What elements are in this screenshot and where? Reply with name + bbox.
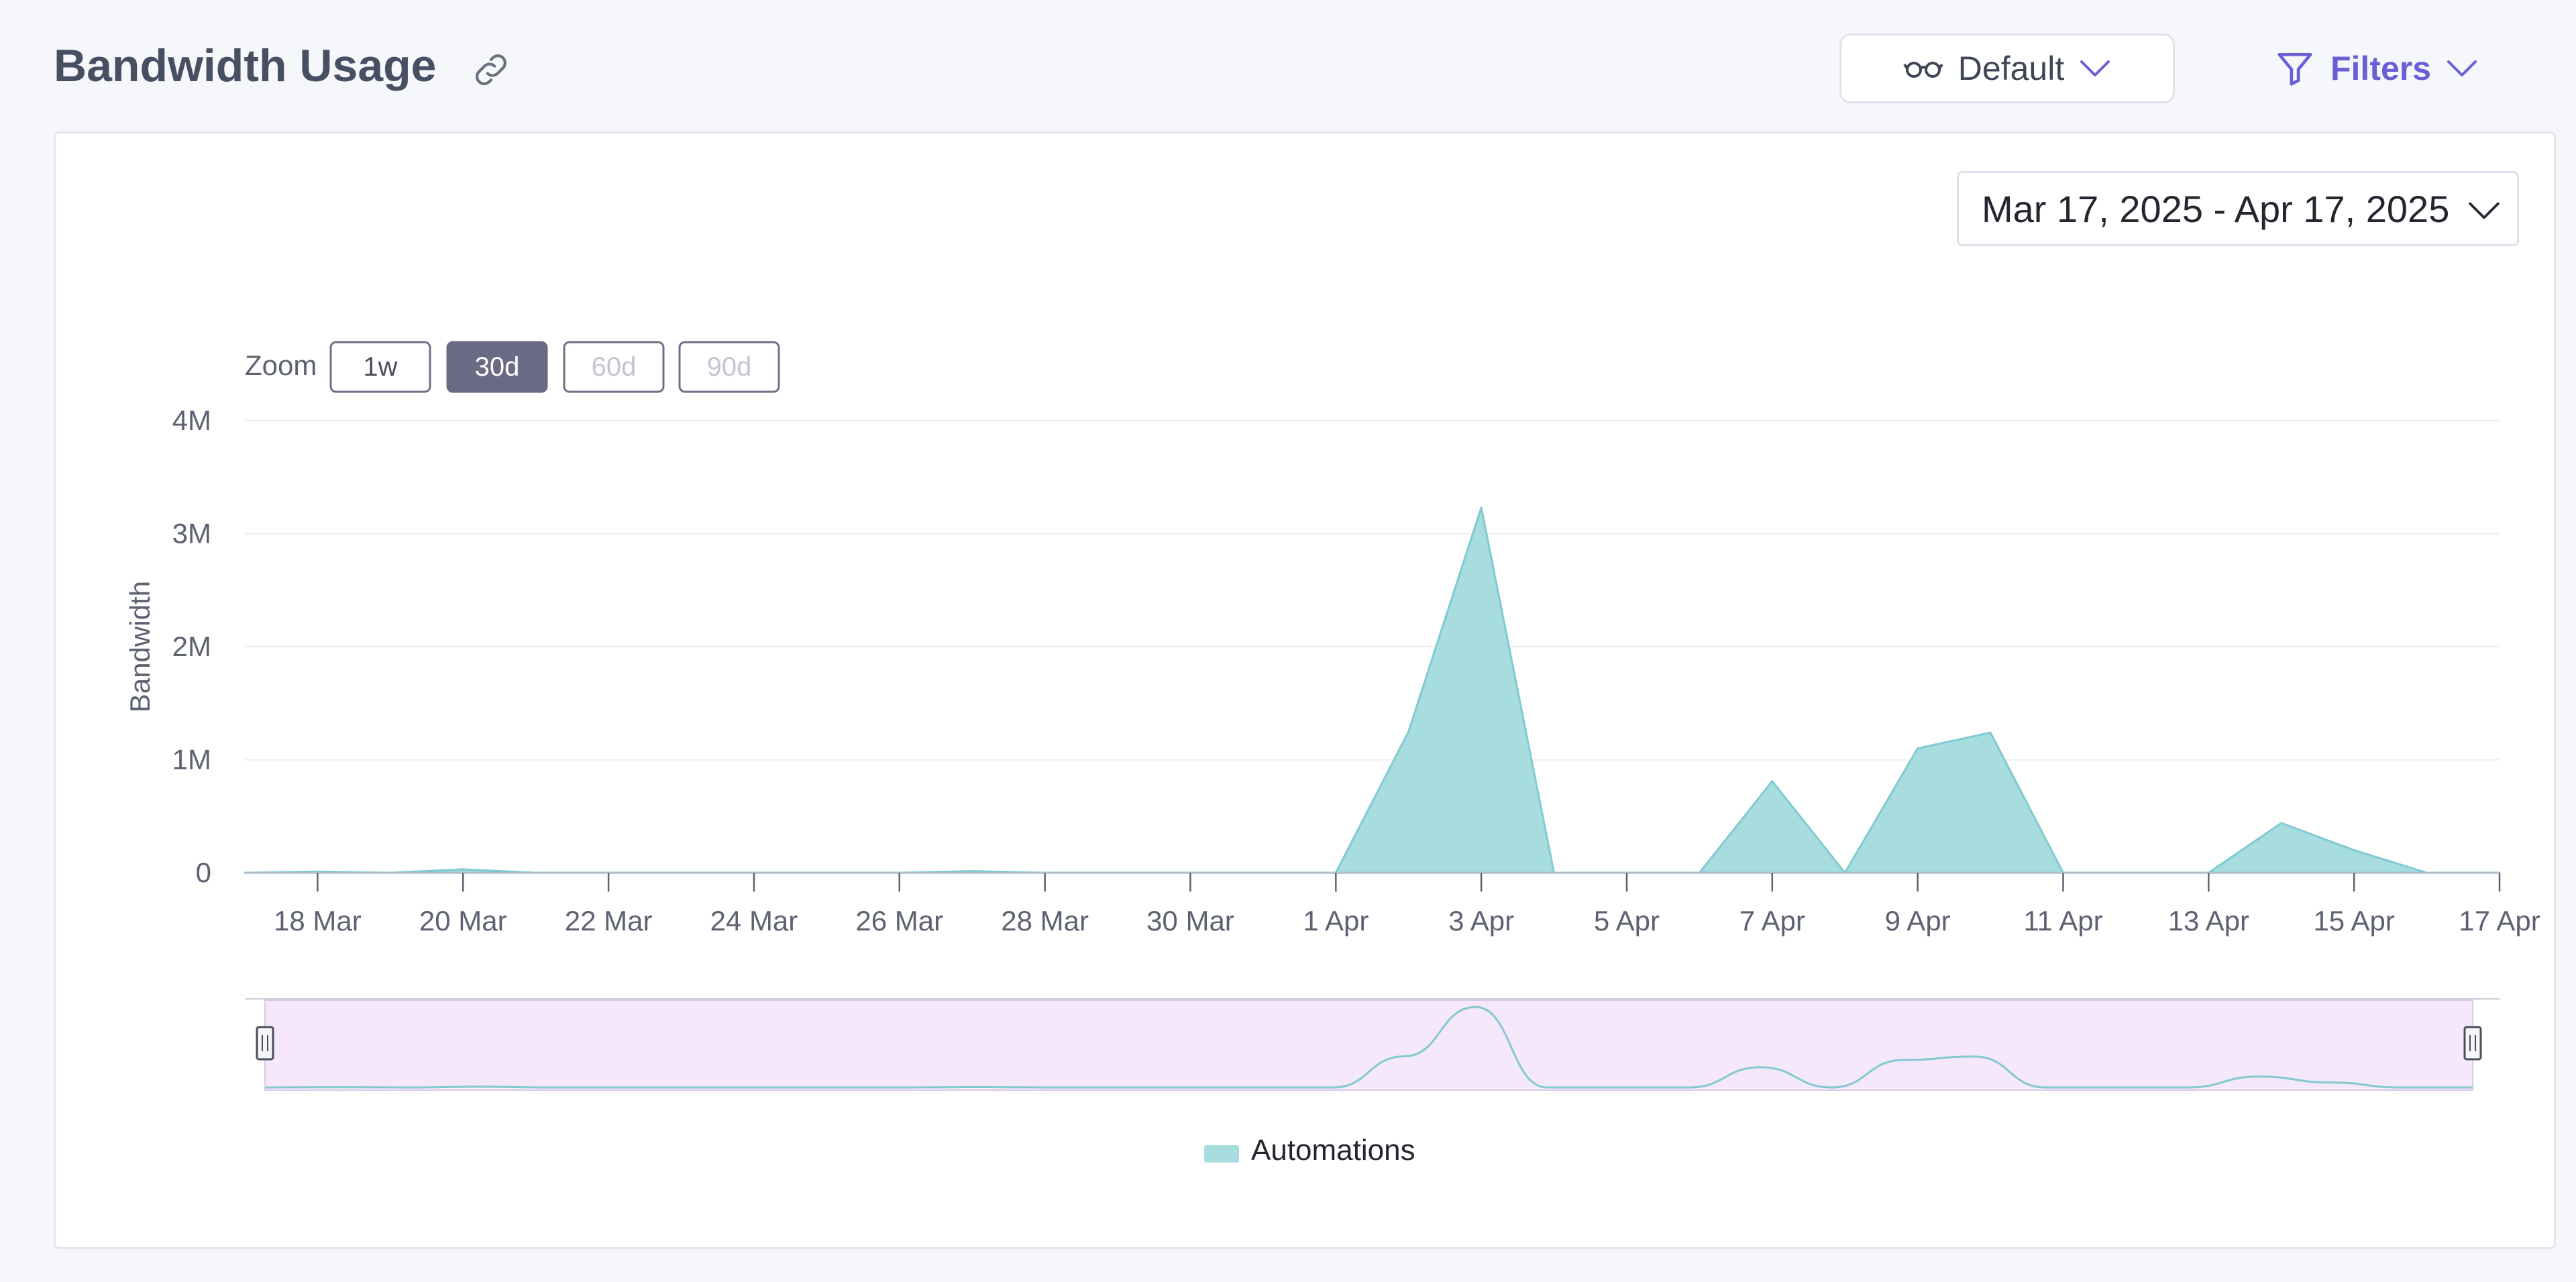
zoom-label: Zoom — [245, 350, 317, 381]
zoom-button-frame — [678, 341, 780, 393]
chart-card: Mar 17, 2025 - Apr 17, 2025 Zoom 1w 30d 60d… — [54, 131, 2556, 1249]
x-tick-label: 9 Apr — [1885, 905, 1951, 937]
date-range-label: Mar 17, 2025 - Apr 17, 2025 — [1982, 187, 2450, 230]
navigator-series-line — [264, 1006, 2473, 1089]
navigator-handle-frame — [2463, 1026, 2482, 1061]
zoom-button-frame — [563, 341, 665, 393]
x-axis: 18 Mar 20 Mar 22 Mar 24 Mar 26 Mar 28 Mar 30 M… — [245, 872, 2540, 937]
zoom-button-label: 1w — [363, 352, 397, 382]
view-select-label: Default — [1957, 50, 2065, 87]
x-tick-label: 1 Apr — [1303, 905, 1368, 937]
filters-label: Filters — [2330, 50, 2432, 87]
x-tick-label: 17 Apr — [2459, 905, 2540, 937]
zoom-button-frame — [329, 341, 431, 393]
legend[interactable]: Automations — [1204, 1134, 1415, 1167]
y-axis: 0 1M 2M 3M 4M — [172, 405, 211, 888]
chevron-down-icon — [2469, 202, 2500, 219]
legend-label: Automations — [1251, 1134, 1415, 1167]
zoom-button-30d[interactable]: 30d — [446, 341, 548, 393]
x-tick-label: 11 Apr — [2023, 905, 2102, 937]
page-title: Bandwidth Usage — [54, 40, 437, 91]
x-tick-label: 5 Apr — [1594, 905, 1660, 937]
legend-item[interactable]: Automations — [1204, 1134, 1415, 1167]
chart-gridlines — [245, 420, 2500, 761]
zoom-button-label: 30d — [475, 352, 520, 382]
y-tick-label: 0 — [196, 857, 211, 888]
plot-area — [244, 506, 2501, 874]
navigator-selection[interactable] — [264, 1000, 2473, 1091]
navigator-handle-frame — [256, 1026, 274, 1061]
zoom-controls: Zoom 1w 30d 60d 90d — [245, 341, 780, 393]
x-tick-label: 18 Mar — [274, 905, 362, 937]
chevron-down-icon — [2080, 60, 2110, 76]
x-tick-label: 24 Mar — [710, 905, 798, 937]
navigator[interactable] — [245, 998, 2500, 1091]
filters-button[interactable]: Filters — [2274, 34, 2496, 103]
navigator-handle-left[interactable] — [256, 1026, 274, 1061]
navigator-handle-right[interactable] — [2463, 1026, 2482, 1061]
zoom-button-1w[interactable]: 1w — [329, 341, 431, 393]
y-tick-label: 2M — [172, 631, 211, 662]
zoom-button-60d[interactable]: 60d — [563, 341, 665, 393]
link-icon[interactable] — [470, 48, 513, 91]
zoom-button-label: 60d — [592, 352, 637, 382]
x-tick-label: 30 Mar — [1146, 905, 1234, 937]
y-tick-label: 1M — [172, 744, 211, 776]
legend-swatch — [1204, 1145, 1239, 1163]
funnel-icon — [2277, 53, 2312, 86]
chevron-down-icon — [2447, 60, 2477, 76]
zoom-button-90d[interactable]: 90d — [678, 341, 780, 393]
y-tick-label: 3M — [172, 518, 211, 549]
x-tick-label: 13 Apr — [2168, 905, 2249, 937]
glasses-icon — [1903, 62, 1943, 78]
area-series-automations — [244, 506, 2501, 874]
zoom-button-label: 90d — [707, 352, 752, 382]
x-tick-label: 7 Apr — [1739, 905, 1805, 937]
x-tick-label: 3 Apr — [1448, 905, 1514, 937]
bandwidth-chart: Zoom 1w 30d 60d 90d 0 1M 2M 3M 4M Bandwidth 18 M… — [124, 341, 2540, 1167]
x-tick-label: 28 Mar — [1001, 905, 1089, 937]
x-tick-label: 15 Apr — [2313, 905, 2394, 937]
y-axis-title: Bandwidth — [124, 581, 156, 712]
date-range-picker[interactable]: Mar 17, 2025 - Apr 17, 2025 — [1957, 171, 2519, 246]
x-tick-label: 26 Mar — [855, 905, 943, 937]
y-tick-label: 4M — [172, 405, 211, 436]
page-header: Bandwidth Usage Default Filters — [0, 0, 2576, 131]
zoom-button-frame — [446, 341, 548, 393]
view-select[interactable]: Default — [1839, 34, 2175, 103]
x-tick-label: 22 Mar — [565, 905, 653, 937]
x-tick-label: 20 Mar — [419, 905, 507, 937]
